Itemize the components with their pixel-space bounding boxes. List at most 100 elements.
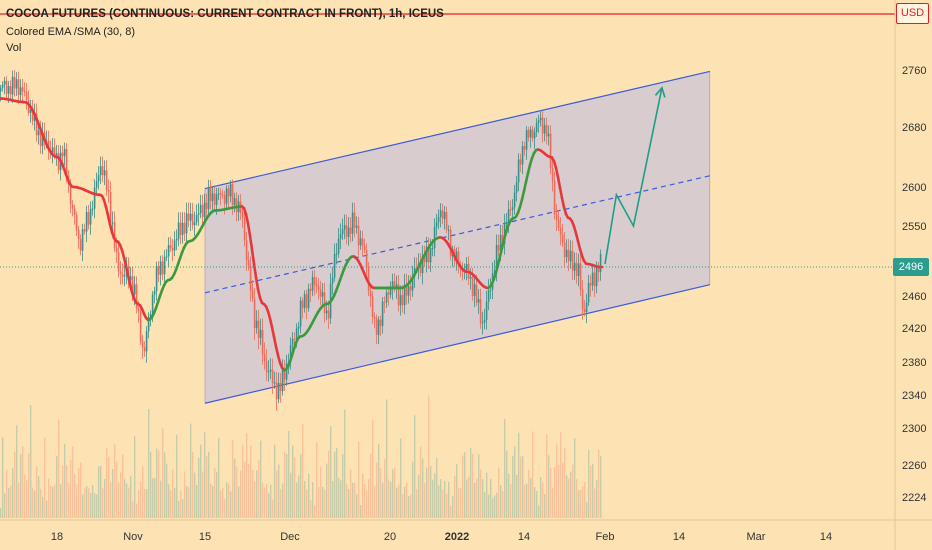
- candle: [351, 202, 354, 242]
- candle: [539, 111, 542, 127]
- candle: [535, 118, 538, 137]
- volume-bar: [230, 491, 232, 518]
- volume-bar: [314, 505, 316, 518]
- x-tick-label: 14: [673, 531, 685, 543]
- volume-bar: [312, 482, 314, 518]
- volume-bar: [500, 485, 502, 518]
- volume-label[interactable]: Vol: [6, 42, 22, 54]
- volume-bar: [106, 448, 108, 518]
- ema-segment: [520, 189, 526, 201]
- candle: [315, 277, 318, 294]
- volume-bar: [334, 451, 336, 518]
- candle: [373, 312, 376, 329]
- candle: [61, 145, 64, 162]
- candle: [221, 189, 224, 199]
- candle: [173, 231, 176, 257]
- volume-bar: [300, 453, 302, 518]
- candle: [219, 188, 222, 206]
- candle: [225, 185, 228, 208]
- candle: [565, 239, 568, 263]
- candle: [401, 285, 404, 313]
- volume-bar: [496, 492, 498, 518]
- volume-bar: [100, 465, 102, 518]
- price-axis[interactable]: 2760 2680 2600 2550 2460 2420 2380 2340 2300 2260…: [902, 65, 926, 504]
- candle: [113, 211, 116, 252]
- ema-segment: [256, 287, 262, 300]
- candle: [51, 138, 54, 164]
- candle: [343, 214, 346, 240]
- candle: [15, 72, 18, 96]
- volume-bar: [154, 478, 156, 518]
- volume-bar: [198, 457, 200, 518]
- candle: [139, 304, 142, 345]
- candle: [465, 256, 468, 281]
- volume-bar: [584, 481, 586, 518]
- volume-bar: [364, 484, 366, 518]
- volume-bar: [568, 478, 570, 518]
- candle: [597, 261, 600, 282]
- symbol-title[interactable]: COCOA FUTURES (CONTINUOUS: CURRENT CONTR…: [6, 8, 444, 20]
- volume-bar: [372, 420, 374, 518]
- candle: [87, 205, 90, 230]
- volume-bar: [36, 466, 38, 518]
- volume-bar: [168, 484, 170, 518]
- channel-upper-line[interactable]: [204, 70, 710, 190]
- volume-bar: [454, 475, 456, 518]
- volume-bar: [268, 493, 270, 518]
- volume-bar: [80, 462, 82, 518]
- volume-bar: [62, 465, 64, 518]
- volume-bar: [58, 419, 60, 518]
- volume-bar: [322, 486, 324, 518]
- candle: [497, 234, 500, 256]
- channel-lower-line[interactable]: [204, 284, 710, 404]
- candle: [567, 239, 570, 272]
- candle: [187, 202, 190, 227]
- candle: [23, 82, 26, 97]
- candle: [309, 283, 312, 302]
- indicator-label[interactable]: Colored EMA /SMA (30, 8): [6, 26, 135, 38]
- volume-bar: [538, 505, 540, 518]
- ema-segment: [250, 248, 256, 266]
- volume-bar: [530, 477, 532, 518]
- candle: [165, 248, 168, 261]
- ema-segment: [254, 276, 260, 291]
- currency-button[interactable]: USD: [896, 3, 929, 24]
- candle: [407, 275, 410, 304]
- candle: [369, 285, 372, 308]
- candle: [119, 260, 122, 285]
- candle: [481, 311, 484, 335]
- candle: [93, 179, 96, 219]
- volume-bar: [352, 482, 354, 518]
- ema-segment: [498, 246, 504, 258]
- volume-bar: [192, 451, 194, 518]
- candle: [585, 293, 588, 324]
- volume-bar: [548, 455, 550, 518]
- candle: [301, 297, 304, 319]
- candle: [349, 217, 352, 243]
- volume-bar: [348, 488, 350, 518]
- candle: [247, 251, 250, 271]
- candle: [569, 240, 572, 269]
- volume-bar: [396, 487, 398, 518]
- volume-bar: [150, 451, 152, 518]
- candle: [207, 179, 210, 218]
- time-axis[interactable]: 18 Nov 15 Dec 20 2022 14 Feb 14 Mar 14: [51, 531, 832, 543]
- volume-bar: [384, 459, 386, 518]
- volume-bar: [422, 458, 424, 518]
- volume-bar: [294, 457, 296, 518]
- volume-bar: [194, 472, 196, 518]
- candle: [199, 194, 202, 219]
- volume-bar: [476, 478, 478, 518]
- volume-bar: [356, 493, 358, 518]
- candle: [555, 203, 558, 232]
- forecast-arrow[interactable]: [604, 86, 666, 265]
- volume-bar: [332, 481, 334, 518]
- volume-bar: [420, 446, 422, 518]
- volume-bar: [394, 467, 396, 518]
- candle: [177, 212, 180, 247]
- candle: [213, 186, 216, 212]
- ema-segment: [524, 171, 530, 184]
- candle: [473, 274, 476, 308]
